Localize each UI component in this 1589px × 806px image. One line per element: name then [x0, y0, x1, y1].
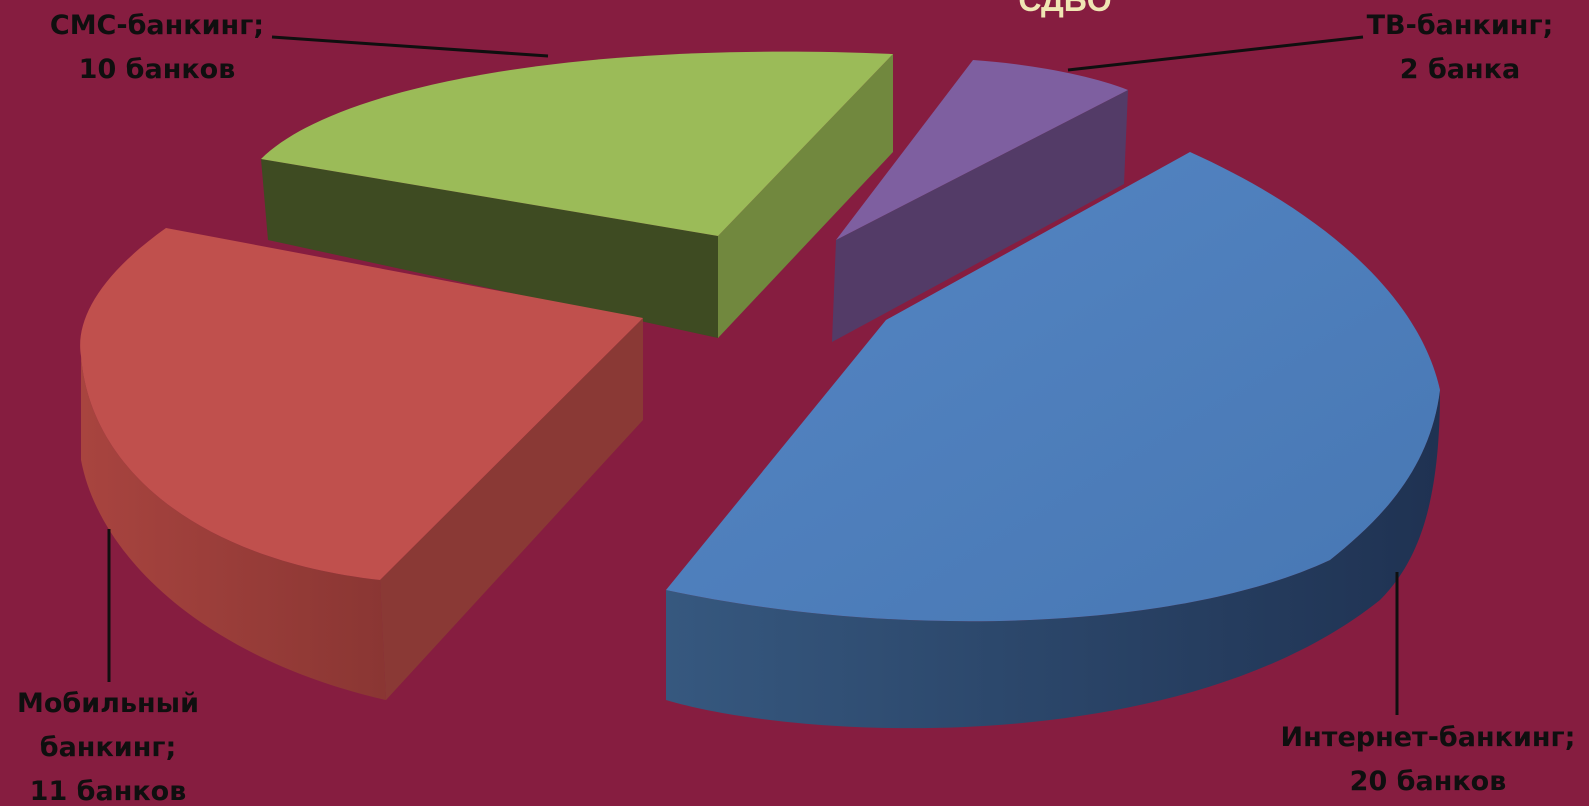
data-label-mobile-value: 11 банков [29, 776, 187, 806]
data-label-sms: СМС-банкинг; 10 банков [42, 4, 272, 92]
data-label-mobile: Мобильный банкинг; 11 банков [0, 682, 216, 806]
leader-line-tv [1067, 35, 1364, 72]
slice-sms-banking-side-right [718, 54, 893, 338]
slice-tv-banking [832, 60, 1128, 342]
data-label-internet-value: 20 банков [1349, 766, 1507, 797]
slice-internet-banking-rim [666, 390, 1440, 729]
data-label-sms-value: 10 банков [78, 54, 236, 85]
data-label-mobile-category-1: Мобильный [16, 688, 200, 719]
data-label-tv-category: ТВ-банкинг; [1366, 10, 1554, 41]
data-label-tv: ТВ-банкинг; 2 банка [1360, 4, 1560, 92]
slice-mobile-banking [80, 228, 644, 700]
data-label-internet: Интернет-банкинг; 20 банков [1278, 716, 1578, 804]
slice-tv-banking-side [832, 90, 1128, 342]
data-label-tv-value: 2 банка [1399, 54, 1521, 85]
slice-tv-banking-top [836, 60, 1128, 240]
slice-mobile-banking-side [380, 318, 643, 700]
slice-sms-banking-side-left [261, 159, 718, 338]
slice-sms-banking-top [261, 51, 893, 236]
slice-sms-banking [261, 51, 893, 338]
leader-lines [107, 35, 1399, 715]
chart-title: СДБО [1018, 0, 1112, 18]
leader-line-sms [271, 35, 549, 58]
slice-internet-banking [666, 152, 1440, 729]
slice-mobile-banking-rim [81, 356, 386, 700]
slice-mobile-banking-top [80, 228, 644, 580]
data-label-mobile-category-2: банкинг; [39, 732, 177, 763]
data-label-internet-category: Интернет-банкинг; [1280, 722, 1576, 753]
slice-internet-banking-top [666, 152, 1440, 622]
data-label-sms-category: СМС-банкинг; [49, 10, 265, 41]
